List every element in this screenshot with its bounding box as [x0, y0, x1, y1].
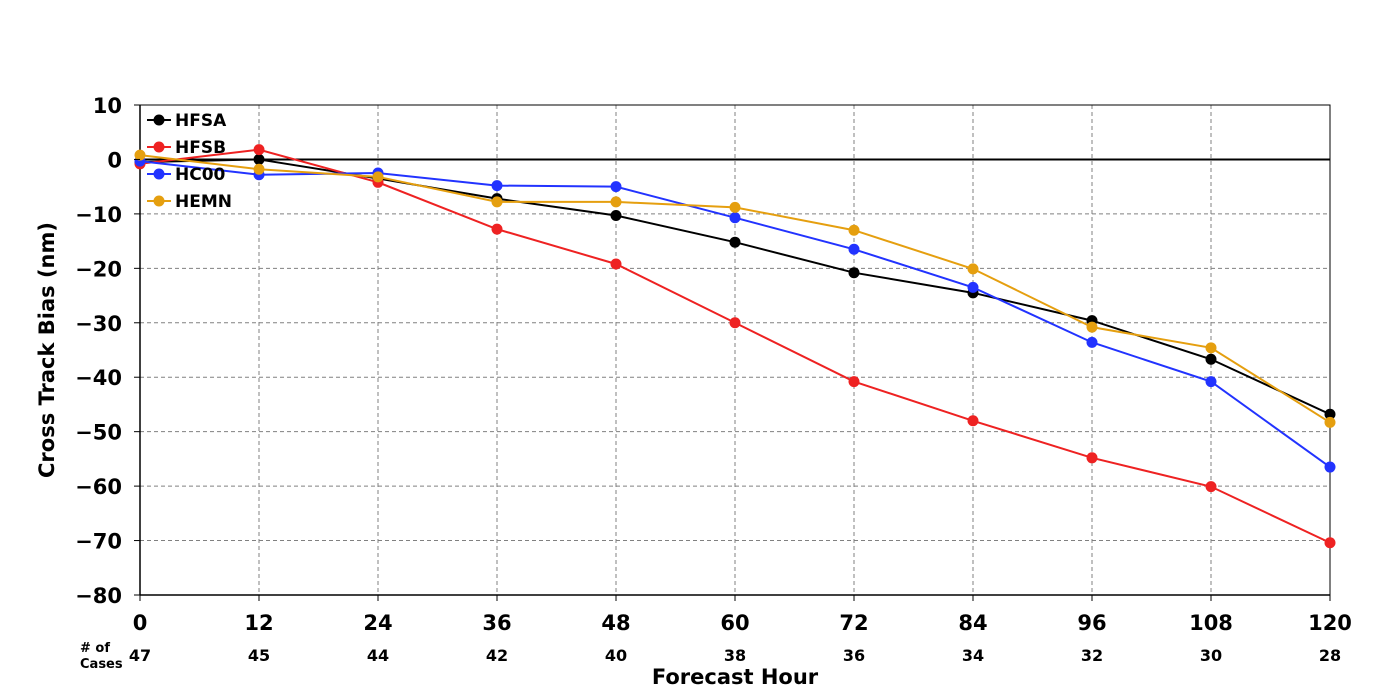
y-tick-label: 10 — [93, 94, 122, 118]
legend-label: HEMN — [175, 192, 232, 212]
case-count: 40 — [605, 646, 627, 665]
case-count: 38 — [724, 646, 746, 665]
data-point-hc00 — [729, 212, 741, 224]
data-point-hc00 — [491, 180, 503, 192]
y-tick-labels: 10 0 −10 −20 −30 −40 −50 −60 −70 −80 — [75, 94, 140, 608]
legend-swatch-marker — [153, 141, 165, 153]
legend-entry-hfsa: HFSA — [147, 111, 227, 131]
x-tick-label: 60 — [720, 611, 749, 635]
legend-swatch-marker — [153, 195, 165, 207]
data-point-hfsb — [610, 258, 622, 270]
case-count: 28 — [1319, 646, 1341, 665]
series-layer — [134, 144, 1336, 549]
data-point-hc00 — [967, 281, 979, 293]
case-count: 44 — [367, 646, 389, 665]
case-count: 32 — [1081, 646, 1103, 665]
x-tick-label: 48 — [601, 611, 630, 635]
data-point-hemn — [729, 201, 741, 213]
case-count: 34 — [962, 646, 984, 665]
x-tick-label: 84 — [958, 611, 987, 635]
cases-header-line2: Cases — [80, 657, 123, 672]
x-tick-label: 72 — [839, 611, 868, 635]
data-point-hfsa — [610, 210, 622, 222]
case-count: 30 — [1200, 646, 1222, 665]
y-tick-label: −70 — [75, 530, 122, 554]
data-point-hfsb — [491, 223, 503, 235]
cases-header-line1: # of — [80, 641, 110, 656]
data-point-hfsb — [1324, 537, 1336, 549]
y-tick-label: −10 — [75, 203, 122, 227]
legend-swatch-marker — [153, 168, 165, 180]
x-tick-label: 36 — [482, 611, 511, 635]
data-point-hfsb — [967, 415, 979, 427]
data-point-hemn — [1205, 342, 1217, 354]
x-axis-title: Forecast Hour — [652, 665, 819, 689]
y-axis-title: Cross Track Bias (nm) — [35, 222, 59, 478]
legend-label: HFSB — [175, 138, 226, 158]
data-point-hfsa — [253, 153, 265, 165]
y-tick-label: −50 — [75, 421, 122, 445]
legend-entry-hemn: HEMN — [147, 192, 232, 212]
x-tick-label: 12 — [244, 611, 273, 635]
x-tick-label: 108 — [1189, 611, 1233, 635]
data-point-hc00 — [1086, 336, 1098, 348]
data-point-hfsa — [1324, 408, 1336, 420]
x-tick-label: 96 — [1077, 611, 1106, 635]
data-point-hfsb — [729, 317, 741, 329]
x-tick-label: 120 — [1308, 611, 1352, 635]
data-point-hemn — [1324, 416, 1336, 428]
data-point-hc00 — [610, 181, 622, 193]
legend-entry-hc00: HC00 — [147, 165, 226, 185]
data-point-hc00 — [848, 243, 860, 255]
data-point-hc00 — [1205, 376, 1217, 388]
y-tick-label: −20 — [75, 257, 122, 281]
data-point-hfsa — [848, 267, 860, 279]
case-count-labels: 47 45 44 42 40 38 36 34 32 30 28 — [129, 646, 1341, 665]
x-tick-labels: 0 12 24 36 48 60 72 84 96 108 120 — [133, 595, 1352, 635]
legend-label: HFSA — [175, 111, 227, 131]
y-tick-label: −60 — [75, 475, 122, 499]
data-point-hfsb — [848, 376, 860, 388]
legend-label: HC00 — [175, 165, 226, 185]
case-count: 47 — [129, 646, 151, 665]
grid-lines — [139, 105, 1330, 596]
data-point-hemn — [848, 224, 860, 236]
data-point-hfsb — [1205, 481, 1217, 493]
data-point-hemn — [491, 196, 503, 208]
data-point-hemn — [1086, 321, 1098, 333]
data-point-hemn — [967, 263, 979, 275]
y-tick-label: −30 — [75, 312, 122, 336]
data-point-hemn — [372, 171, 384, 183]
x-tick-label: 24 — [363, 611, 392, 635]
case-count: 42 — [486, 646, 508, 665]
x-tick-label: 0 — [133, 611, 148, 635]
y-tick-label: −40 — [75, 366, 122, 390]
data-point-hfsb — [1086, 452, 1098, 464]
legend-entry-hfsb: HFSB — [147, 138, 226, 158]
case-count: 45 — [248, 646, 270, 665]
y-tick-label: −80 — [75, 584, 122, 608]
case-count: 36 — [843, 646, 865, 665]
legend: HFSA HFSB HC00 HEMN — [147, 111, 232, 212]
data-point-hfsa — [1205, 353, 1217, 365]
data-point-hfsb — [253, 144, 265, 156]
series-hemn — [134, 149, 1336, 428]
legend-swatch-marker — [153, 114, 165, 126]
data-point-hc00 — [1324, 461, 1336, 473]
data-point-hemn — [134, 149, 146, 161]
y-tick-label: 0 — [107, 148, 122, 172]
data-point-hemn — [253, 163, 265, 175]
data-point-hemn — [610, 196, 622, 208]
data-point-hfsa — [729, 236, 741, 248]
